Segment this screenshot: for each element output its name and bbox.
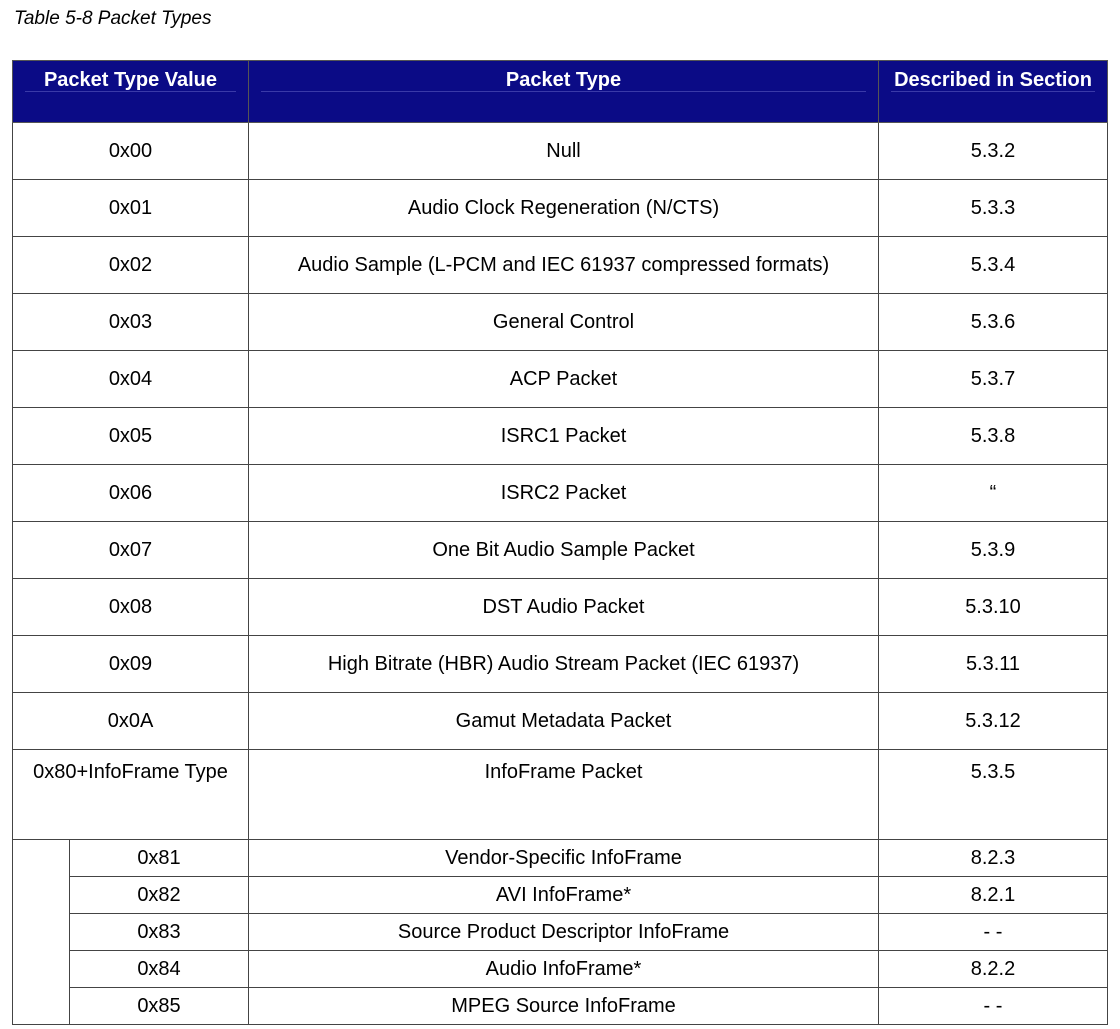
infoframe-type-value-cell: 0x81 (69, 839, 249, 877)
infoframe-subrow: 0x81 Vendor-Specific InfoFrame 8.2.3 (12, 839, 1108, 1025)
table-row: 0x09 High Bitrate (HBR) Audio Stream Pack… (12, 635, 1108, 693)
packet-type-cell: InfoFrame Packet (248, 749, 879, 840)
packet-type-value-cell: 0x01 (12, 179, 249, 237)
section-cell: 5.3.3 (878, 179, 1108, 237)
packet-type-value-cell: 0x09 (12, 635, 249, 693)
infoframe-subrow: 0x84 Audio InfoFrame* 8.2.2 (13, 950, 1108, 988)
packet-type-cell: Gamut Metadata Packet (248, 692, 879, 750)
section-cell: 5.3.7 (878, 350, 1108, 408)
section-cell: 8.2.2 (878, 950, 1108, 988)
packet-type-cell: Audio Sample (L-PCM and IEC 61937 compre… (248, 236, 879, 294)
header-packet-type-value: Packet Type Value (12, 60, 249, 123)
packet-types-table: Packet Type Value Packet Type Described … (12, 60, 1108, 1025)
table-row: 0x02 Audio Sample (L-PCM and IEC 61937 co… (12, 236, 1108, 294)
packet-type-value-cell: 0x0A (12, 692, 249, 750)
packet-type-value-cell: 0x04 (12, 350, 249, 408)
infoframe-type-value-cell: 0x83 (69, 913, 249, 951)
packet-type-cell: ACP Packet (248, 350, 879, 408)
packet-type-value-cell: 0x06 (12, 464, 249, 522)
infoframe-subrow: 0x85 MPEG Source InfoFrame - - (13, 987, 1108, 1025)
packet-type-value-cell: 0x80+InfoFrame Type (12, 749, 249, 840)
section-cell: 5.3.4 (878, 236, 1108, 294)
infoframe-type-cell: AVI InfoFrame* (248, 876, 879, 914)
table-row: 0x05 ISRC1 Packet 5.3.8 (12, 407, 1108, 465)
packet-type-cell: ISRC2 Packet (248, 464, 879, 522)
section-cell: 5.3.9 (878, 521, 1108, 579)
header-packet-type: Packet Type (248, 60, 879, 123)
section-cell: 5.3.6 (878, 293, 1108, 351)
header-described-in-section: Described in Section (878, 60, 1108, 123)
section-cell: 5.3.10 (878, 578, 1108, 636)
infoframe-type-cell: Source Product Descriptor InfoFrame (248, 913, 879, 951)
packet-type-cell: ISRC1 Packet (248, 407, 879, 465)
packet-type-cell: Null (248, 122, 879, 180)
infoframe-type-value-cell: 0x84 (69, 950, 249, 988)
infoframe-subrow: 0x82 AVI InfoFrame* 8.2.1 (13, 876, 1108, 914)
table-row: 0x03 General Control 5.3.6 (12, 293, 1108, 351)
packet-type-value-cell: 0x07 (12, 521, 249, 579)
packet-type-cell: Audio Clock Regeneration (N/CTS) (248, 179, 879, 237)
section-cell: 5.3.8 (878, 407, 1108, 465)
infoframe-row: 0x80+InfoFrame Type InfoFrame Packet 5.3.5 (12, 749, 1108, 840)
table-row: 0x04 ACP Packet 5.3.7 (12, 350, 1108, 408)
table-row: 0x01 Audio Clock Regeneration (N/CTS) 5.3.… (12, 179, 1108, 237)
table-row: 0x06 ISRC2 Packet “ (12, 464, 1108, 522)
packet-type-value-cell: 0x08 (12, 578, 249, 636)
packet-type-value-cell: 0x00 (12, 122, 249, 180)
packet-type-cell: High Bitrate (HBR) Audio Stream Packet (… (248, 635, 879, 693)
packet-type-value-cell: 0x02 (12, 236, 249, 294)
table-row: 0x08 DST Audio Packet 5.3.10 (12, 578, 1108, 636)
section-cell: - - (878, 987, 1108, 1025)
section-cell: 8.2.1 (878, 876, 1108, 914)
packet-type-cell: One Bit Audio Sample Packet (248, 521, 879, 579)
indent-spacer-cell (12, 839, 70, 1025)
section-cell: 5.3.11 (878, 635, 1108, 693)
infoframe-subrow: 0x83 Source Product Descriptor InfoFrame -… (13, 913, 1108, 951)
section-cell: 5.3.2 (878, 122, 1108, 180)
packet-type-value-cell: 0x03 (12, 293, 249, 351)
section-cell: 5.3.5 (878, 749, 1108, 840)
section-cell: 8.2.3 (878, 839, 1108, 877)
table-row: 0x00 Null 5.3.2 (12, 122, 1108, 180)
header-row: Packet Type Value Packet Type Described … (12, 60, 1108, 123)
infoframe-type-cell: MPEG Source InfoFrame (248, 987, 879, 1025)
section-cell: “ (878, 464, 1108, 522)
packet-type-cell: General Control (248, 293, 879, 351)
section-cell: - - (878, 913, 1108, 951)
packet-type-cell: DST Audio Packet (248, 578, 879, 636)
table-row: 0x0A Gamut Metadata Packet 5.3.12 (12, 692, 1108, 750)
packet-type-value-cell: 0x05 (12, 407, 249, 465)
infoframe-type-cell: Vendor-Specific InfoFrame (248, 839, 879, 877)
infoframe-type-cell: Audio InfoFrame* (248, 950, 879, 988)
section-cell: 5.3.12 (878, 692, 1108, 750)
infoframe-type-value-cell: 0x85 (69, 987, 249, 1025)
infoframe-type-value-cell: 0x82 (69, 876, 249, 914)
table-caption: Table 5-8 Packet Types (14, 8, 212, 29)
table-row: 0x07 One Bit Audio Sample Packet 5.3.9 (12, 521, 1108, 579)
